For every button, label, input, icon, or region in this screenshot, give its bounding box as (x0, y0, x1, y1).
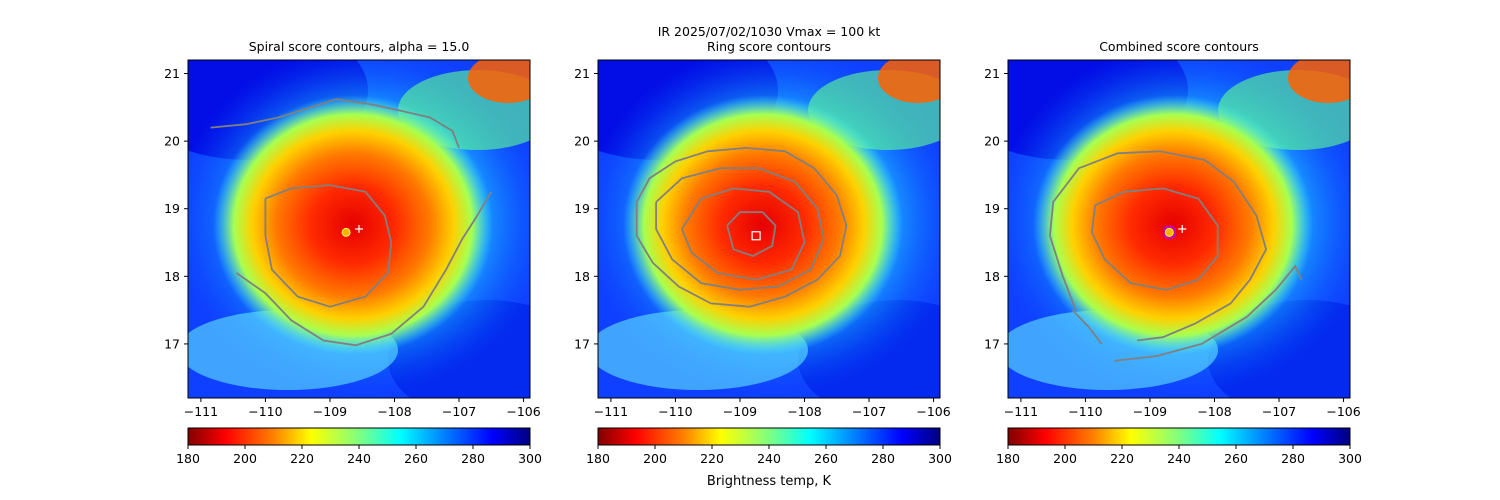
storm-core (213, 95, 493, 355)
colorbar-tick-label: 300 (518, 451, 542, 466)
panel-title: Spiral score contours, alpha = 15.0 (249, 39, 470, 54)
y-tick-label: 19 (984, 201, 1000, 216)
y-tick-label: 21 (574, 66, 590, 81)
north-cloud (1288, 60, 1350, 103)
contour-line (726, 211, 777, 257)
axes-frame (597, 59, 941, 399)
colorbar-tick-label: 200 (643, 451, 667, 466)
colorbar (597, 427, 941, 446)
center-circle-marker (1162, 225, 1177, 240)
contour-line (210, 98, 460, 149)
y-tick-label: 19 (164, 201, 180, 216)
y-tick-label: 20 (984, 134, 1000, 149)
y-tick-label: 17 (164, 336, 180, 351)
axes-frame (187, 59, 531, 399)
contour-line (235, 191, 493, 347)
panel-title: Combined score contours (1099, 39, 1259, 54)
colorbar-tick-label: 300 (928, 451, 952, 466)
x-tick-label: −107 (852, 404, 886, 419)
y-tick-label: 18 (164, 269, 180, 284)
colorbar-label: Brightness temp, K (707, 474, 832, 489)
x-tick-label: −110 (248, 404, 282, 419)
colorbar-tick-label: 200 (233, 451, 257, 466)
colorbar-tick-label: 300 (1338, 451, 1362, 466)
x-tick-label: −111 (1004, 404, 1038, 419)
heatmap-image (188, 60, 530, 398)
x-tick-label: −111 (184, 404, 218, 419)
x-tick-label: −108 (377, 404, 411, 419)
colorbar (1007, 427, 1351, 446)
x-tick-label: −106 (506, 404, 540, 419)
contour-line (1071, 309, 1103, 345)
colorbar-tick-label: 180 (586, 451, 610, 466)
y-tick-label: 20 (574, 134, 590, 149)
colorbar-tick-label: 220 (290, 451, 314, 466)
colorbar-tick-label: 220 (700, 451, 724, 466)
colorbar-tick-label: 260 (404, 451, 428, 466)
x-tick-label: −109 (1133, 404, 1167, 419)
panel-2: Ring score contours −111 −110 −109 −108 −107 −… (574, 39, 952, 466)
colorbar-tick-label: 260 (814, 451, 838, 466)
x-tick-label: −108 (1197, 404, 1231, 419)
x-tick-label: −110 (1068, 404, 1102, 419)
y-tick-label: 20 (164, 134, 180, 149)
colorbar-tick-label: 260 (1224, 451, 1248, 466)
colorbar (187, 427, 531, 446)
x-tick-label: −107 (1262, 404, 1296, 419)
x-tick-label: −111 (594, 404, 628, 419)
colorbar-tick-label: 180 (176, 451, 200, 466)
x-tick-label: −106 (916, 404, 950, 419)
colorbar-tick-label: 240 (347, 451, 371, 466)
y-tick-label: 19 (574, 201, 590, 216)
colorbar-tick-label: 240 (757, 451, 781, 466)
axes-frame (1007, 59, 1351, 399)
x-tick-label: −106 (1326, 404, 1360, 419)
panel-1: Spiral score contours, alpha = 15.0 −111 −… (164, 39, 542, 466)
x-tick-label: −110 (658, 404, 692, 419)
contour-line (681, 187, 806, 281)
x-tick-label: −109 (313, 404, 347, 419)
colorbar-tick-label: 180 (996, 451, 1020, 466)
center-plus-marker (355, 225, 363, 233)
panel-3: Combined score contours −111 −110 −109 −108 −… (984, 39, 1362, 466)
contour-line (1090, 187, 1219, 291)
north-cloud (878, 60, 940, 103)
colorbar-tick-label: 280 (461, 451, 485, 466)
contour-line (655, 167, 825, 291)
contour-line (1114, 264, 1303, 362)
colorbar-tick-label: 200 (1053, 451, 1077, 466)
x-tick-label: −108 (787, 404, 821, 419)
y-tick-label: 17 (574, 336, 590, 351)
eye-core-marker (1164, 227, 1174, 237)
colorbar-tick-label: 220 (1110, 451, 1134, 466)
contour-line (635, 146, 848, 308)
y-tick-label: 21 (164, 66, 180, 81)
contour-line (1048, 150, 1268, 342)
y-tick-label: 21 (984, 66, 1000, 81)
panel-title: Ring score contours (707, 39, 831, 54)
storm-core (1033, 95, 1313, 355)
north-cloud (468, 60, 530, 103)
colorbar-tick-label: 240 (1167, 451, 1191, 466)
storm-core (623, 95, 903, 355)
y-tick-label: 17 (984, 336, 1000, 351)
figure-suptitle: IR 2025/07/02/1030 Vmax = 100 kt (658, 24, 881, 39)
contour-line (264, 184, 393, 308)
y-tick-label: 18 (574, 269, 590, 284)
center-square-marker (751, 231, 761, 241)
heatmap-image (598, 60, 940, 398)
colorbar-tick-label: 280 (1281, 451, 1305, 466)
colorbar-tick-label: 280 (871, 451, 895, 466)
eye-core-marker (341, 227, 351, 237)
center-plus-marker (1178, 225, 1187, 233)
heatmap-image (1008, 60, 1350, 398)
x-tick-label: −107 (442, 404, 476, 419)
x-tick-label: −109 (723, 404, 757, 419)
y-tick-label: 18 (984, 269, 1000, 284)
